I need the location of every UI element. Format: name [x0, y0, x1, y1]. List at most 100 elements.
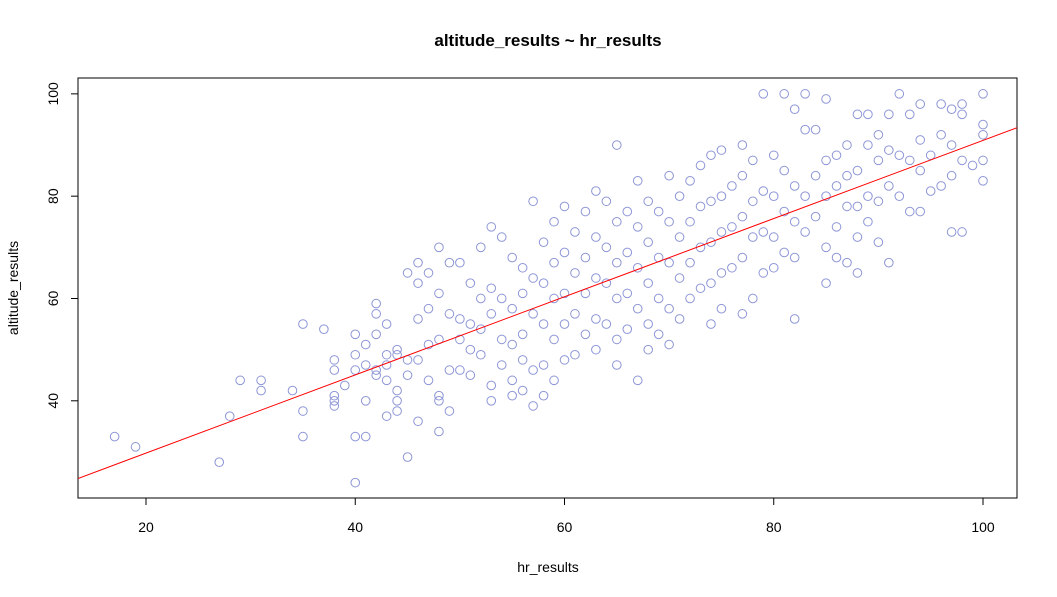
point — [256, 375, 266, 386]
point — [894, 191, 905, 201]
point — [486, 380, 497, 391]
point — [350, 365, 361, 375]
point — [779, 247, 790, 258]
point — [413, 355, 423, 365]
point — [716, 268, 727, 278]
point — [873, 129, 884, 140]
point — [727, 222, 737, 232]
point — [465, 319, 476, 329]
point — [392, 344, 402, 355]
point — [706, 237, 716, 248]
point — [350, 329, 361, 340]
point — [978, 155, 988, 166]
x-tick-label: 60 — [557, 519, 573, 535]
point — [748, 232, 758, 242]
point — [392, 385, 402, 396]
point — [873, 237, 884, 248]
point — [371, 370, 381, 381]
point — [894, 150, 905, 161]
point — [946, 104, 957, 115]
point — [779, 206, 790, 217]
point — [737, 140, 748, 150]
point — [455, 257, 465, 268]
point — [496, 293, 507, 304]
point — [465, 370, 476, 381]
point — [748, 196, 758, 207]
point — [517, 329, 528, 340]
point — [884, 109, 894, 120]
point — [706, 196, 716, 207]
point — [925, 186, 936, 196]
point — [789, 314, 800, 324]
point — [863, 109, 873, 120]
point — [842, 140, 852, 150]
point — [768, 262, 779, 273]
point — [727, 181, 737, 191]
y-tick-label: 80 — [45, 188, 61, 204]
point — [925, 150, 936, 161]
point — [706, 150, 716, 161]
point — [528, 309, 538, 319]
point — [360, 396, 371, 406]
point — [632, 303, 643, 314]
point — [350, 477, 361, 488]
point — [936, 181, 946, 191]
point — [884, 257, 894, 268]
point — [957, 109, 967, 120]
point — [831, 252, 842, 263]
point — [852, 201, 863, 212]
y-tick-label: 40 — [45, 393, 61, 409]
point — [235, 375, 245, 386]
point — [716, 145, 727, 155]
point — [748, 293, 758, 304]
x-axis-label: hr_results — [517, 559, 578, 575]
point — [455, 334, 465, 345]
point — [612, 334, 622, 345]
point — [580, 252, 591, 263]
point — [538, 237, 549, 248]
point — [371, 329, 381, 340]
point — [622, 247, 633, 258]
point — [549, 334, 559, 345]
point — [601, 242, 612, 253]
point — [852, 109, 863, 120]
point — [580, 329, 591, 340]
point — [444, 257, 455, 268]
point — [298, 431, 308, 442]
point — [685, 216, 695, 227]
x-tick-label: 100 — [971, 519, 995, 535]
point — [674, 191, 685, 201]
point — [434, 288, 444, 299]
point — [612, 360, 622, 370]
x-tick-label: 80 — [766, 519, 782, 535]
point — [800, 191, 810, 201]
point — [455, 365, 465, 375]
point — [465, 278, 476, 288]
point — [570, 227, 580, 237]
point — [350, 349, 361, 360]
point — [224, 411, 235, 421]
point — [130, 442, 141, 452]
point — [967, 160, 978, 171]
point — [517, 262, 528, 273]
point — [873, 155, 884, 166]
point — [789, 216, 800, 227]
point — [821, 191, 831, 201]
point — [852, 232, 863, 242]
point — [632, 176, 643, 186]
x-tick-label: 20 — [138, 519, 154, 535]
point — [800, 89, 810, 99]
point — [852, 268, 863, 278]
point — [758, 268, 769, 278]
point — [486, 309, 497, 319]
point — [674, 273, 685, 283]
point — [779, 165, 790, 176]
point — [528, 273, 538, 283]
point — [507, 339, 517, 350]
point — [936, 129, 946, 140]
point — [612, 140, 622, 150]
point — [434, 242, 444, 253]
point — [768, 232, 779, 242]
point — [789, 104, 800, 115]
